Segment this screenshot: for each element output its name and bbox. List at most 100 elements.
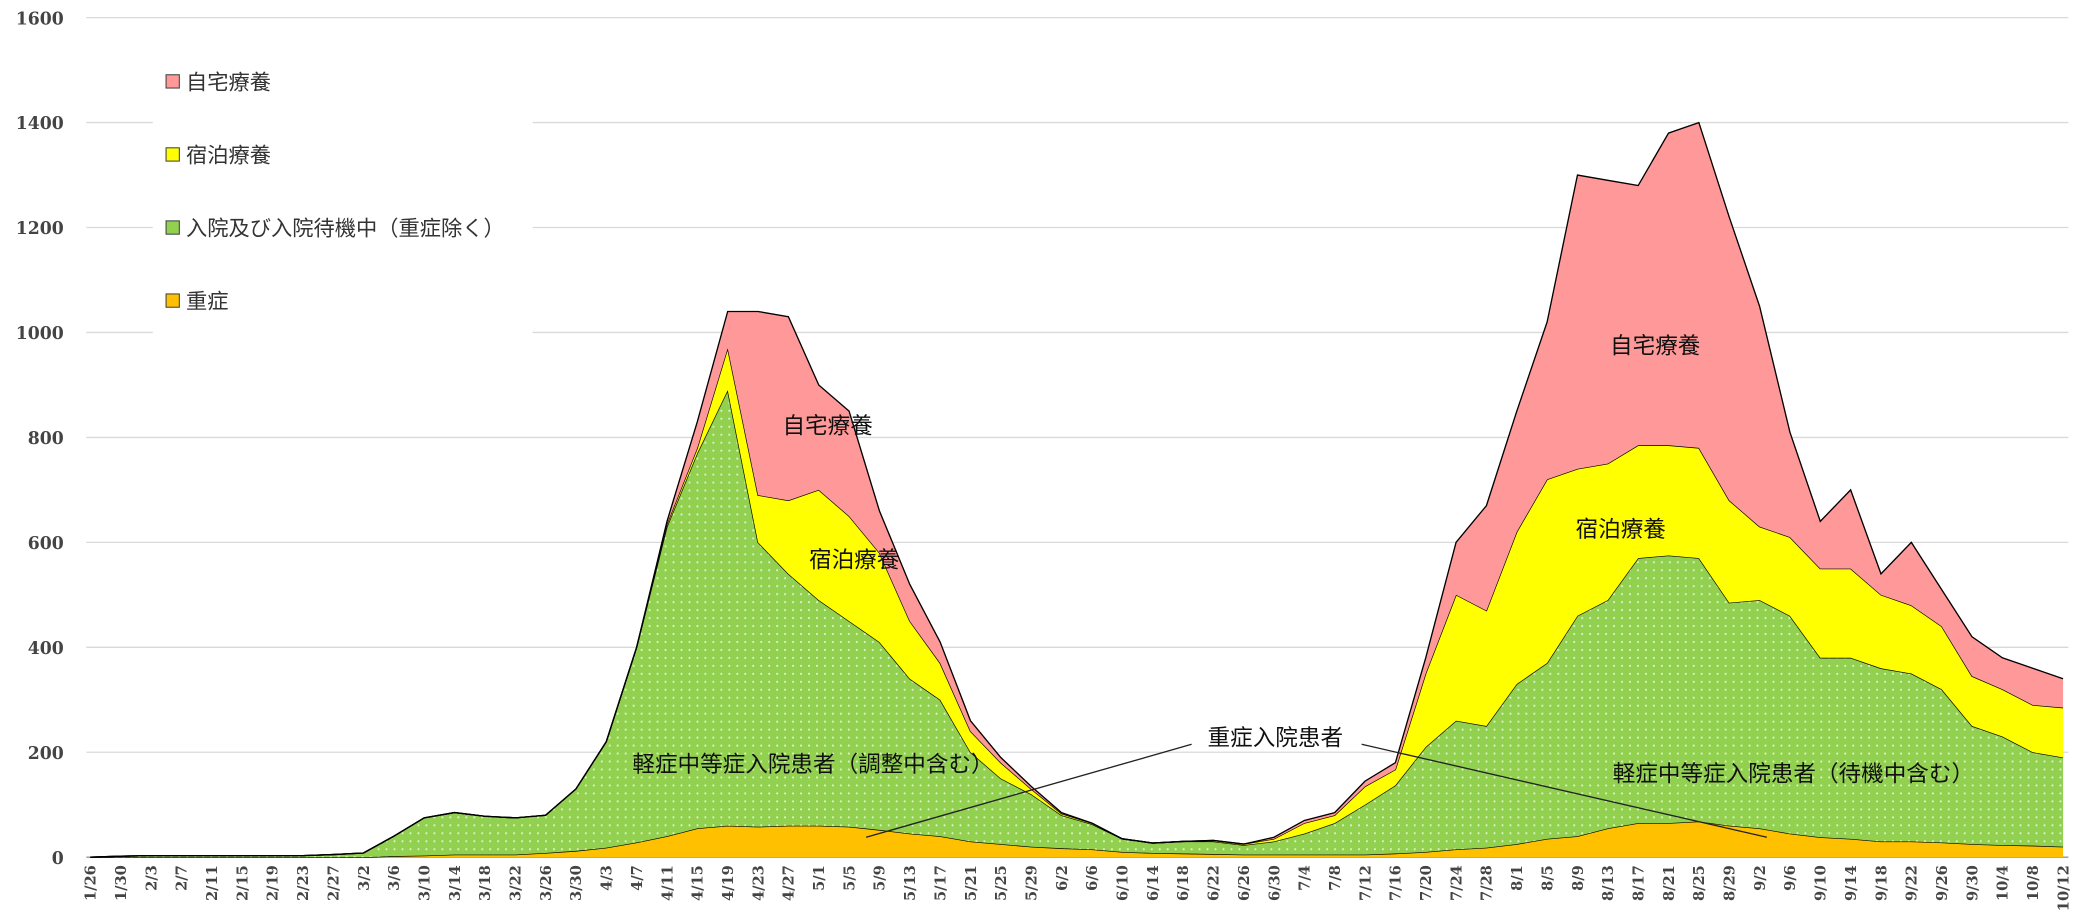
annotation: 重症入院患者 — [1208, 726, 1343, 752]
y-tick-label: 800 — [28, 429, 64, 449]
x-tick-label: 9/26 — [1934, 865, 1951, 901]
x-tick-label: 7/24 — [1448, 865, 1465, 901]
x-tick-label: 9/22 — [1904, 865, 1921, 901]
x-tick-label: 2/23 — [295, 865, 312, 901]
x-tick-label: 5/13 — [902, 865, 919, 901]
x-tick-label: 7/12 — [1357, 865, 1374, 901]
x-tick-label: 1/26 — [83, 865, 100, 901]
x-tick-label: 9/2 — [1752, 865, 1769, 891]
x-tick-label: 8/9 — [1570, 865, 1587, 891]
x-tick-label: 7/20 — [1418, 865, 1435, 901]
leader-line — [865, 743, 1192, 838]
x-tick-label: 2/3 — [143, 865, 160, 891]
x-tick-label: 4/23 — [750, 865, 767, 901]
area-texture — [90, 390, 2064, 858]
x-tick-label: 2/27 — [325, 865, 342, 901]
y-tick-label: 1600 — [16, 9, 64, 29]
x-tick-label: 3/2 — [356, 865, 373, 891]
annotation: 軽症中等症入院患者（調整中含む） — [632, 752, 993, 778]
x-tick-label: 3/18 — [477, 865, 494, 901]
x-tick-label: 2/19 — [265, 865, 282, 901]
legend-swatch — [165, 293, 180, 308]
x-tick-label: 6/18 — [1175, 865, 1192, 901]
x-tick-label: 3/30 — [568, 865, 585, 901]
leader-line — [1361, 743, 1767, 838]
x-tick-label: 4/19 — [720, 865, 737, 901]
x-tick-label: 8/29 — [1722, 865, 1739, 901]
x-tick-label: 6/10 — [1115, 865, 1132, 901]
y-tick-label: 1200 — [16, 219, 64, 239]
x-tick-label: 3/22 — [508, 865, 525, 901]
x-tick-label: 10/8 — [2025, 865, 2042, 901]
y-tick-label: 400 — [28, 639, 64, 659]
y-tick-label: 1000 — [16, 324, 64, 344]
annotation: 自宅療養 — [1610, 334, 1700, 360]
x-tick-label: 3/26 — [538, 865, 555, 901]
x-tick-label: 5/9 — [872, 865, 889, 891]
x-tick-label: 3/10 — [416, 865, 433, 901]
annotation: 軽症中等症入院患者（待機中含む） — [1613, 761, 1974, 787]
x-tick-label: 2/15 — [234, 865, 251, 901]
x-tick-label: 4/3 — [599, 865, 616, 891]
legend-label: 入院及び入院待機中（重症除く） — [186, 216, 505, 241]
area — [90, 122, 2064, 858]
x-tick-label: 6/6 — [1084, 865, 1101, 891]
legend-swatch — [165, 147, 180, 162]
x-tick-label: 5/29 — [1023, 865, 1040, 901]
x-tick-label: 4/11 — [659, 865, 676, 901]
x-tick-label: 9/14 — [1843, 865, 1860, 901]
x-tick-label: 2/11 — [204, 865, 221, 901]
legend-label: 重症 — [186, 290, 229, 315]
x-tick-label: 7/28 — [1479, 865, 1496, 901]
x-tick-label: 8/17 — [1630, 865, 1647, 901]
x-tick-label: 8/1 — [1509, 865, 1526, 891]
x-tick-label: 5/25 — [993, 865, 1010, 901]
annotation: 宿泊療養 — [809, 548, 899, 574]
y-tick-label: 0 — [52, 849, 64, 869]
x-tick-label: 9/18 — [1873, 865, 1890, 901]
x-tick-label: 7/8 — [1327, 865, 1344, 891]
x-tick-label: 8/21 — [1661, 865, 1678, 901]
x-tick-label: 3/14 — [447, 865, 464, 901]
x-tick-label: 5/17 — [932, 865, 949, 901]
x-tick-label: 4/27 — [781, 865, 798, 901]
x-tick-label: 9/30 — [1964, 865, 1981, 901]
annotation: 自宅療養 — [782, 413, 872, 439]
area — [90, 348, 2064, 858]
x-tick-label: 2/7 — [174, 865, 191, 891]
x-tick-label: 6/30 — [1266, 865, 1283, 901]
x-tick-label: 5/5 — [841, 865, 858, 891]
annotation: 宿泊療養 — [1576, 517, 1666, 543]
x-tick-label: 5/21 — [963, 865, 980, 901]
x-tick-label: 4/15 — [690, 865, 707, 901]
area — [90, 821, 2064, 858]
x-tick-label: 9/10 — [1813, 865, 1830, 901]
y-tick-label: 1400 — [16, 114, 64, 134]
legend-box — [152, 50, 533, 337]
x-tick-label: 8/13 — [1600, 865, 1617, 901]
legend-swatch — [165, 220, 180, 235]
x-tick-label: 6/14 — [1145, 865, 1162, 901]
x-tick-label: 8/25 — [1691, 865, 1708, 901]
x-tick-label: 6/22 — [1206, 865, 1223, 901]
x-tick-label: 10/12 — [2055, 865, 2072, 911]
x-tick-label: 3/6 — [386, 865, 403, 891]
x-tick-label: 6/2 — [1054, 865, 1071, 891]
x-tick-label: 8/5 — [1539, 865, 1556, 891]
x-tick-label: 5/1 — [811, 865, 828, 891]
x-tick-label: 1/30 — [113, 865, 130, 901]
x-tick-label: 6/26 — [1236, 865, 1253, 901]
x-tick-label: 10/4 — [1995, 865, 2012, 901]
x-tick-label: 7/4 — [1297, 865, 1314, 891]
y-tick-label: 200 — [28, 744, 64, 764]
legend-label: 宿泊療養 — [186, 143, 271, 168]
legend-label: 自宅療養 — [186, 70, 271, 95]
x-tick-label: 7/16 — [1388, 865, 1405, 901]
legend-swatch — [165, 74, 180, 89]
x-tick-label: 9/6 — [1782, 865, 1799, 891]
area-edge — [90, 121, 2064, 858]
x-tick-label: 4/7 — [629, 865, 646, 891]
y-tick-label: 600 — [28, 534, 64, 554]
